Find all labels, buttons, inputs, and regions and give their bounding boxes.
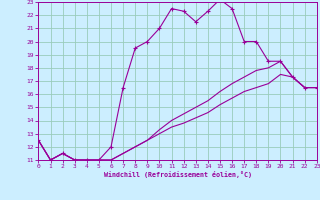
X-axis label: Windchill (Refroidissement éolien,°C): Windchill (Refroidissement éolien,°C) bbox=[104, 171, 252, 178]
